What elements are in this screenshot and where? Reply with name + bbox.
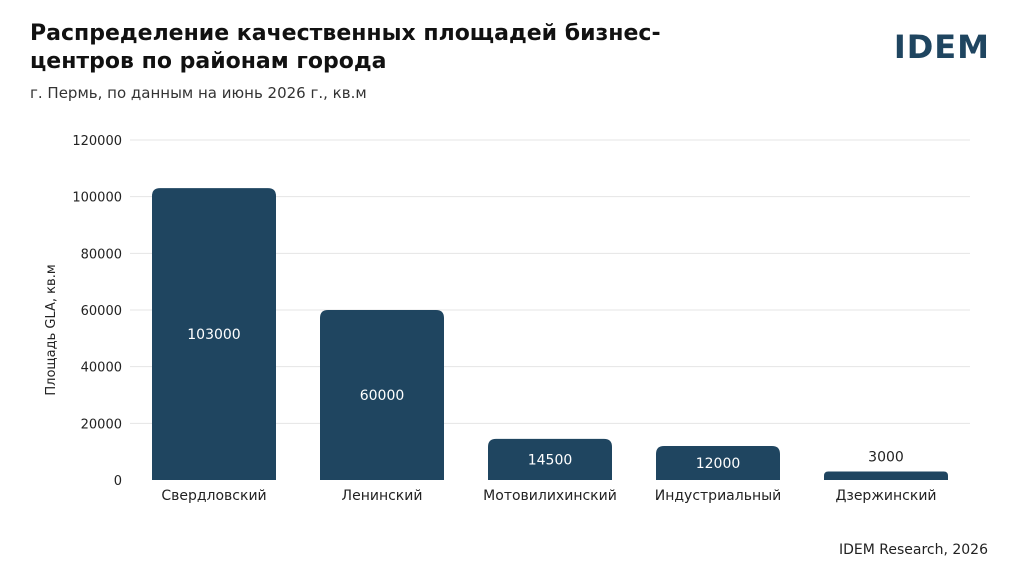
- y-tick-label: 40000: [81, 361, 122, 376]
- brand-logo: IDEM: [893, 28, 990, 66]
- y-tick-label: 120000: [72, 134, 122, 149]
- y-tick-label: 60000: [81, 304, 122, 319]
- source-note: IDEM Research, 2026: [838, 542, 988, 558]
- y-tick-label: 80000: [81, 247, 122, 262]
- bar: [488, 438, 612, 480]
- x-tick-label: Индустриальный: [655, 488, 782, 504]
- y-tick-label: 0: [114, 474, 122, 489]
- bar: [320, 310, 444, 480]
- data-label: 60000: [360, 388, 405, 404]
- data-label: 14500: [528, 452, 573, 468]
- chart-subtitle: г. Пермь, по данным на июнь 2026 г., кв.…: [30, 84, 367, 102]
- bar: [656, 446, 780, 480]
- y-axis-label: Площадь GLA, кв.м: [44, 264, 59, 395]
- bar: [824, 471, 948, 480]
- chart-title: Распределение качественных площадей бизн…: [30, 21, 661, 74]
- x-tick-label: Мотовилихинский: [483, 488, 617, 504]
- data-label: 12000: [696, 456, 741, 472]
- x-tick-label: Ленинский: [342, 488, 423, 504]
- data-label: 103000: [187, 327, 240, 343]
- x-tick-label: Свердловский: [161, 488, 266, 504]
- y-tick-label: 20000: [81, 417, 122, 432]
- bar: [152, 188, 276, 480]
- data-label: 3000: [868, 450, 904, 466]
- y-tick-label: 100000: [72, 191, 122, 206]
- x-tick-label: Дзержинский: [835, 488, 936, 504]
